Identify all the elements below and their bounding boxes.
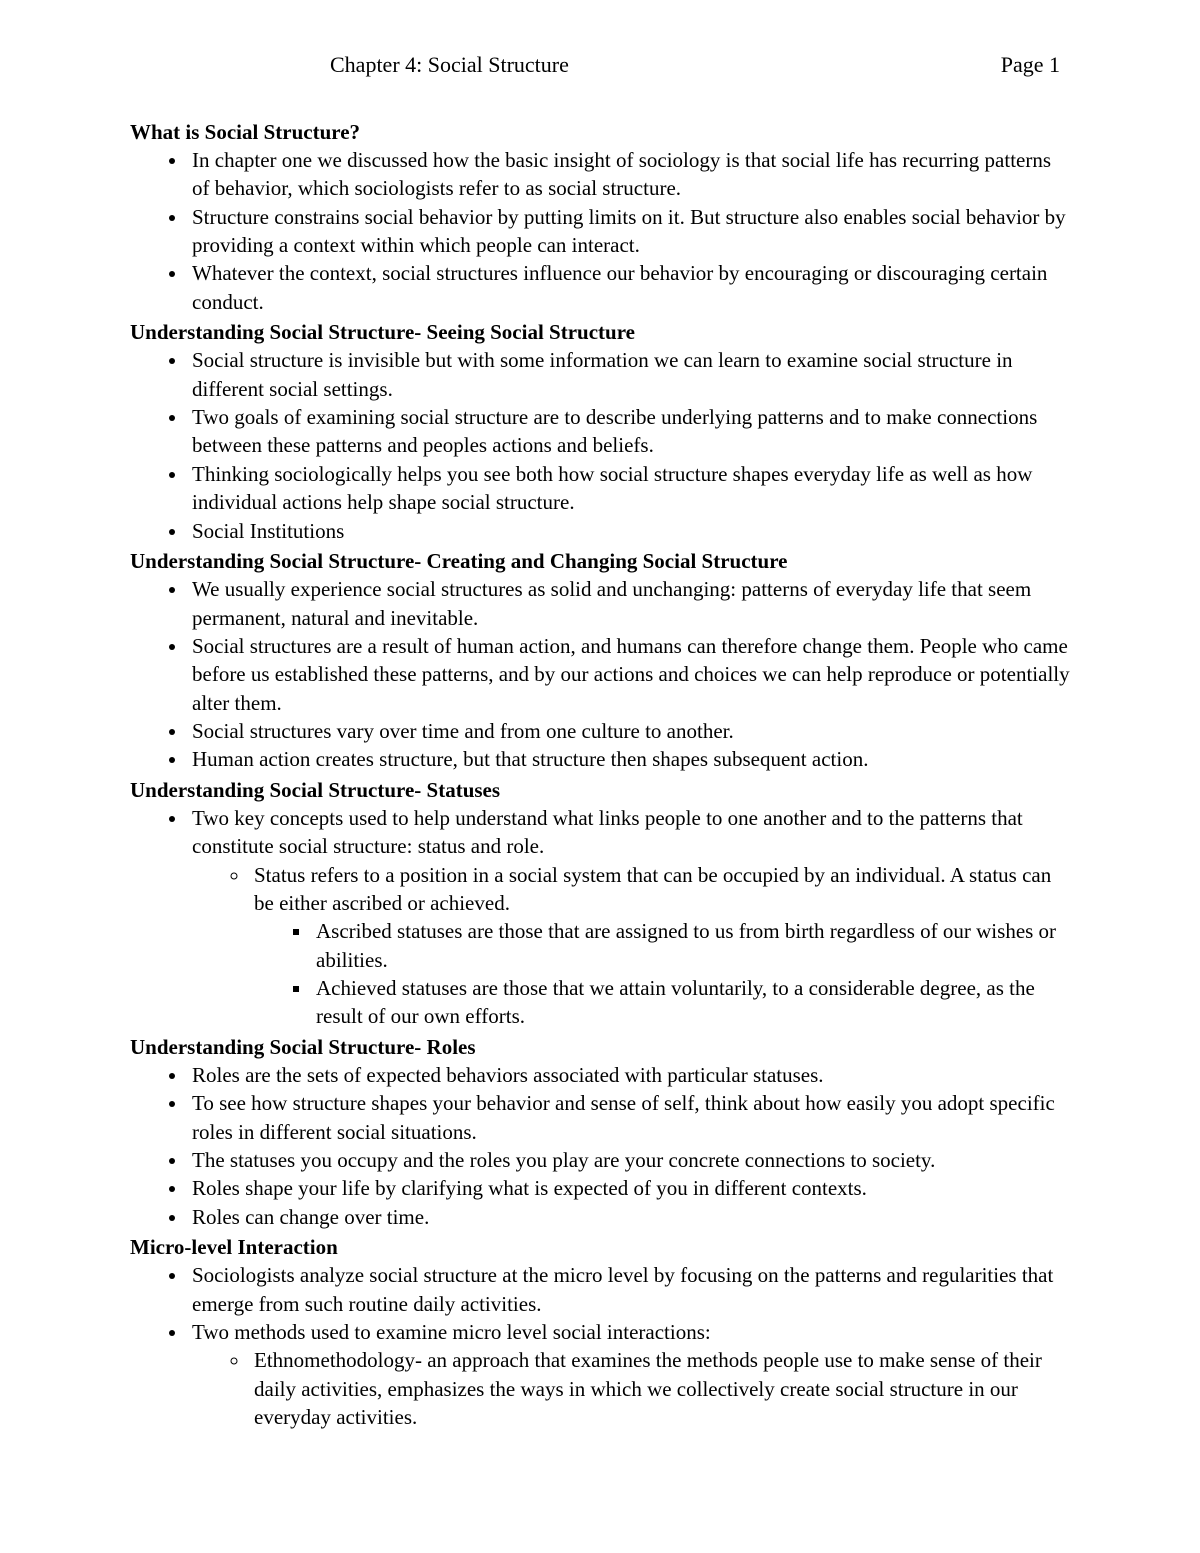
section-heading: What is Social Structure?	[130, 118, 1070, 146]
bullet-sublist: Status refers to a position in a social …	[192, 861, 1070, 1031]
section-heading: Understanding Social Structure- Roles	[130, 1033, 1070, 1061]
list-item: Two methods used to examine micro level …	[188, 1318, 1070, 1431]
list-item: To see how structure shapes your behavio…	[188, 1089, 1070, 1146]
list-item-text: Two goals of examining social structure …	[192, 405, 1037, 457]
section-heading: Understanding Social Structure- Statuses	[130, 776, 1070, 804]
page-number: Page 1	[1001, 50, 1060, 80]
page-header: Chapter 4: Social Structure Page 1	[130, 50, 1070, 80]
list-item-text: Social Institutions	[192, 519, 344, 543]
list-item: Sociologists analyze social structure at…	[188, 1261, 1070, 1318]
list-item-text: In chapter one we discussed how the basi…	[192, 148, 1051, 200]
list-item: Achieved statuses are those that we atta…	[312, 974, 1070, 1031]
list-item-text: Social structure is invisible but with s…	[192, 348, 1013, 400]
list-item-text: Social structures vary over time and fro…	[192, 719, 734, 743]
list-item-text: Whatever the context, social structures …	[192, 261, 1047, 313]
list-item: Social Institutions	[188, 517, 1070, 545]
section-heading: Understanding Social Structure- Creating…	[130, 547, 1070, 575]
bullet-list: We usually experience social structures …	[130, 575, 1070, 773]
list-item-text: The statuses you occupy and the roles yo…	[192, 1148, 935, 1172]
list-item-text: Sociologists analyze social structure at…	[192, 1263, 1053, 1315]
list-item: Structure constrains social behavior by …	[188, 203, 1070, 260]
list-item-text: Roles can change over time.	[192, 1205, 429, 1229]
list-item: We usually experience social structures …	[188, 575, 1070, 632]
list-item: Social structure is invisible but with s…	[188, 346, 1070, 403]
list-item: Whatever the context, social structures …	[188, 259, 1070, 316]
list-item-text: We usually experience social structures …	[192, 577, 1031, 629]
list-item: The statuses you occupy and the roles yo…	[188, 1146, 1070, 1174]
bullet-sublist: Ethnomethodology- an approach that exami…	[192, 1346, 1070, 1431]
list-item-text: Achieved statuses are those that we atta…	[316, 976, 1035, 1028]
list-item-text: Human action creates structure, but that…	[192, 747, 868, 771]
list-item: Ethnomethodology- an approach that exami…	[250, 1346, 1070, 1431]
section-heading: Micro-level Interaction	[130, 1233, 1070, 1261]
bullet-list: Roles are the sets of expected behaviors…	[130, 1061, 1070, 1231]
section-heading: Understanding Social Structure- Seeing S…	[130, 318, 1070, 346]
bullet-subsublist: Ascribed statuses are those that are ass…	[254, 917, 1070, 1030]
list-item: Roles can change over time.	[188, 1203, 1070, 1231]
list-item: Roles shape your life by clarifying what…	[188, 1174, 1070, 1202]
list-item-text: Ascribed statuses are those that are ass…	[316, 919, 1056, 971]
list-item-text: Status refers to a position in a social …	[254, 863, 1051, 915]
bullet-list: Social structure is invisible but with s…	[130, 346, 1070, 544]
list-item: In chapter one we discussed how the basi…	[188, 146, 1070, 203]
list-item: Two goals of examining social structure …	[188, 403, 1070, 460]
list-item: Ascribed statuses are those that are ass…	[312, 917, 1070, 974]
list-item-text: Social structures are a result of human …	[192, 634, 1070, 715]
list-item: Social structures vary over time and fro…	[188, 717, 1070, 745]
list-item-text: Two methods used to examine micro level …	[192, 1320, 711, 1344]
list-item: Human action creates structure, but that…	[188, 745, 1070, 773]
list-item: Status refers to a position in a social …	[250, 861, 1070, 1031]
list-item: Thinking sociologically helps you see bo…	[188, 460, 1070, 517]
list-item-text: Two key concepts used to help understand…	[192, 806, 1023, 858]
list-item: Roles are the sets of expected behaviors…	[188, 1061, 1070, 1089]
list-item-text: Roles shape your life by clarifying what…	[192, 1176, 867, 1200]
bullet-list: In chapter one we discussed how the basi…	[130, 146, 1070, 316]
list-item-text: Structure constrains social behavior by …	[192, 205, 1066, 257]
list-item: Two key concepts used to help understand…	[188, 804, 1070, 1031]
list-item: Social structures are a result of human …	[188, 632, 1070, 717]
bullet-list: Sociologists analyze social structure at…	[130, 1261, 1070, 1431]
list-item-text: Roles are the sets of expected behaviors…	[192, 1063, 824, 1087]
list-item-text: Thinking sociologically helps you see bo…	[192, 462, 1032, 514]
list-item-text: Ethnomethodology- an approach that exami…	[254, 1348, 1042, 1429]
list-item-text: To see how structure shapes your behavio…	[192, 1091, 1055, 1143]
chapter-title: Chapter 4: Social Structure	[330, 50, 569, 80]
bullet-list: Two key concepts used to help understand…	[130, 804, 1070, 1031]
